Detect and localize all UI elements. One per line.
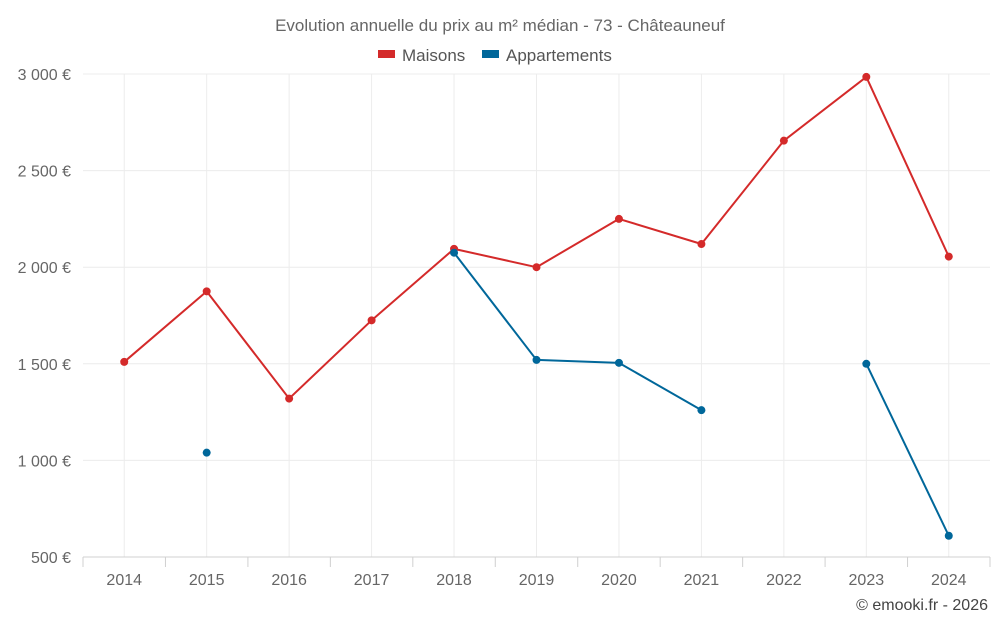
x-tick-label: 2014 — [106, 572, 142, 589]
data-point-appartements-2021[interactable] — [697, 406, 706, 415]
data-point-maisons-2022[interactable] — [779, 136, 788, 145]
x-tick-label: 2023 — [849, 572, 885, 589]
x-tick-label: 2020 — [601, 572, 637, 589]
series-appartements — [202, 248, 953, 540]
data-point-maisons-2017[interactable] — [367, 316, 376, 325]
data-point-maisons-2024[interactable] — [944, 252, 953, 261]
data-point-maisons-2014[interactable] — [120, 357, 129, 366]
data-point-appartements-2024[interactable] — [944, 531, 953, 540]
data-point-appartements-2019[interactable] — [532, 355, 541, 364]
legend-swatch-appartements — [482, 50, 499, 58]
data-point-maisons-2016[interactable] — [285, 394, 294, 403]
y-tick-label: 2 000 € — [18, 260, 71, 277]
legend-label-appartements: Appartements — [506, 46, 612, 65]
legend-swatch-maisons — [378, 50, 395, 58]
y-tick-label: 3 000 € — [18, 67, 71, 84]
y-tick-label: 2 500 € — [18, 164, 71, 181]
y-tick-label: 500 € — [31, 550, 71, 567]
chart-title: Evolution annuelle du prix au m² médian … — [275, 16, 725, 35]
series-line-appartements — [865, 363, 950, 537]
x-tick-label: 2016 — [271, 572, 307, 589]
grid — [83, 73, 990, 557]
data-point-maisons-2019[interactable] — [532, 263, 541, 272]
axes: 500 € 1 000 € 1 500 € 2 000 € 2 500 € 3 000 €… — [18, 67, 991, 589]
data-point-maisons-2021[interactable] — [697, 240, 706, 249]
data-point-appartements-2015[interactable] — [202, 448, 211, 457]
legend-label-maisons: Maisons — [402, 46, 465, 65]
legend: Maisons Appartements — [378, 46, 612, 65]
credit-text: © emooki.fr - 2026 — [856, 597, 988, 614]
legend-item-maisons[interactable]: Maisons — [378, 46, 465, 65]
x-tick-label: 2022 — [766, 572, 802, 589]
series-maisons — [120, 72, 953, 403]
y-tick-label: 1 000 € — [18, 453, 71, 470]
x-tick-label: 2017 — [354, 572, 390, 589]
x-tick-label: 2015 — [189, 572, 225, 589]
x-tick-label: 2018 — [436, 572, 472, 589]
data-point-maisons-2020[interactable] — [614, 214, 623, 223]
y-tick-label: 1 500 € — [18, 357, 71, 374]
data-point-maisons-2023[interactable] — [862, 72, 871, 81]
data-point-appartements-2020[interactable] — [614, 358, 623, 367]
x-tick-label: 2019 — [519, 572, 555, 589]
data-point-appartements-2023[interactable] — [862, 359, 871, 368]
series — [120, 72, 953, 540]
series-line-appartements — [453, 252, 702, 412]
x-tick-label: 2021 — [684, 572, 720, 589]
x-tick-label: 2024 — [931, 572, 967, 589]
legend-item-appartements[interactable]: Appartements — [482, 46, 612, 65]
data-point-appartements-2018[interactable] — [450, 248, 459, 257]
data-point-maisons-2015[interactable] — [202, 287, 211, 296]
